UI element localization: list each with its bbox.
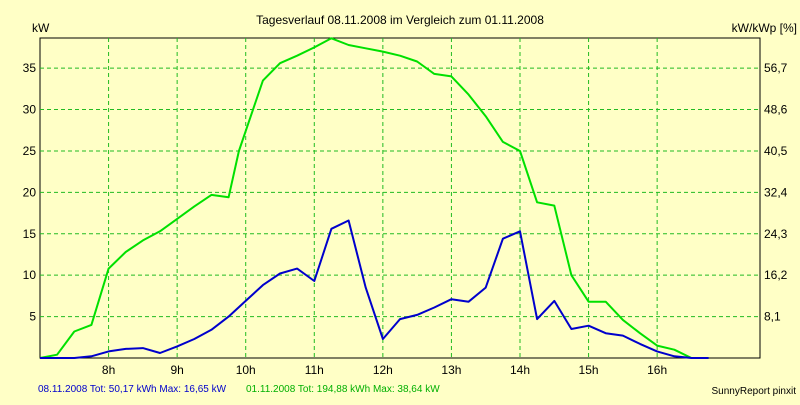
y-tick-label-right: 8,1 (764, 310, 781, 324)
footer-green-summary: 01.11.2008 Tot: 194,88 kWh Max: 38,64 kW (246, 384, 440, 395)
x-tick-label: 12h (373, 363, 393, 377)
series-line-1 (39, 37, 709, 359)
x-tick-label: 10h (236, 363, 256, 377)
plot-area: 8h 9h 10h 11h 12h 13h 14h 15h 16h 5 10 15 20 25 30 35 8,… (23, 37, 788, 377)
y-tick-label-right: 32,4 (764, 185, 788, 199)
y-tick-label-left: 15 (23, 227, 37, 241)
series-line-2 (40, 219, 709, 359)
x-tick-label: 16h (647, 363, 667, 377)
y-tick-label-left: 20 (23, 185, 37, 199)
footer-credit: SunnyReport pinxit (712, 386, 797, 397)
x-tick-label: 11h (305, 363, 324, 377)
y-tick-label-right: 24,3 (764, 227, 788, 241)
y-tick-label-right: 16,2 (764, 268, 788, 282)
y-tick-label-right: 40,5 (764, 144, 788, 158)
y-tick-label-left: 25 (23, 144, 37, 158)
plot-frame (39, 37, 761, 359)
x-tick-label: 8h (102, 363, 115, 377)
y-tick-label-left: 10 (23, 268, 37, 282)
y-axis-label-right: kW/kWp [%] (732, 21, 797, 35)
footer-blue-summary: 08.11.2008 Tot: 50,17 kWh Max: 16,65 kW (38, 384, 227, 395)
chart-title: Tagesverlauf 08.11.2008 im Vergleich zum… (256, 13, 544, 27)
x-tick-label: 9h (170, 363, 183, 377)
y-axis-label-left: kW (32, 21, 50, 35)
x-tick-label: 15h (579, 363, 599, 377)
y-tick-label-right: 56,7 (764, 61, 788, 75)
y-tick-label-left: 35 (23, 61, 37, 75)
y-tick-label-left: 30 (23, 103, 37, 117)
x-tick-label: 14h (510, 363, 530, 377)
y-tick-label-left: 5 (29, 310, 36, 324)
x-tick-label: 13h (441, 363, 461, 377)
y-tick-label-right: 48,6 (764, 103, 788, 117)
